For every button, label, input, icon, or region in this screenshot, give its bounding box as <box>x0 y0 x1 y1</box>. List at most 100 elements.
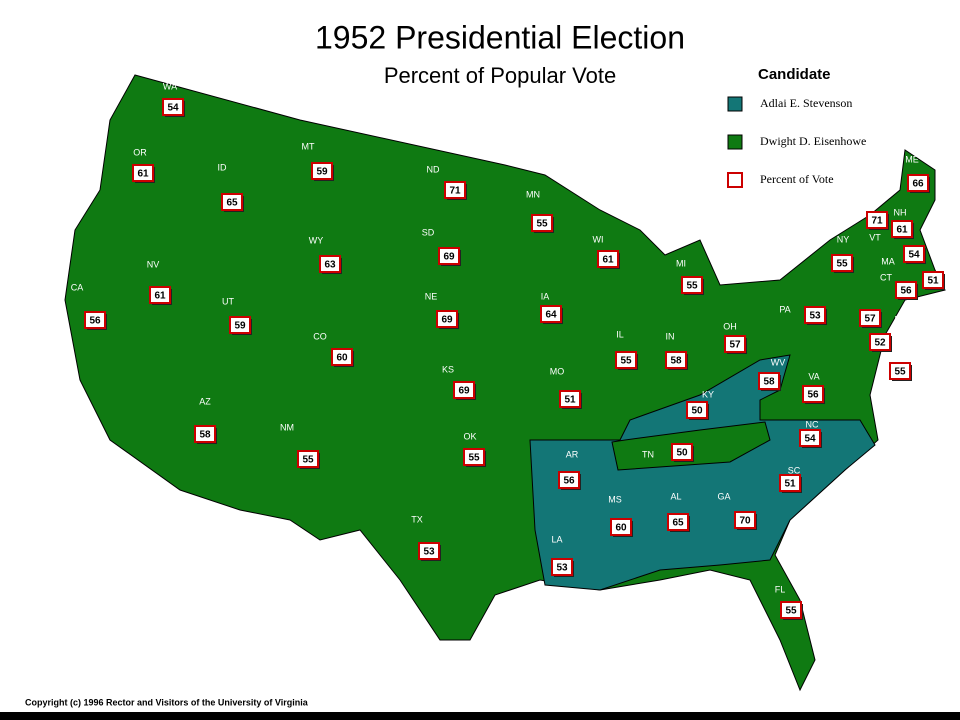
vote-percent: 60 <box>336 353 348 364</box>
state-label: WV <box>771 357 786 367</box>
legend-swatch <box>727 172 743 188</box>
vote-percent: 64 <box>545 310 557 321</box>
value-box <box>866 211 888 229</box>
state-label: WI <box>593 234 604 244</box>
state-label: OR <box>133 147 147 157</box>
state-label: NE <box>425 291 438 301</box>
vote-percent: 55 <box>686 281 698 292</box>
state-label: CT <box>880 272 892 282</box>
legend-label: Percent of Vote <box>760 172 834 186</box>
value-box <box>444 181 466 199</box>
vote-percent: 61 <box>602 255 614 266</box>
state-label: SD <box>422 227 435 237</box>
state-label: AZ <box>199 396 211 406</box>
state-label: ID <box>218 162 228 172</box>
value-box <box>558 471 580 489</box>
legend-label: Dwight D. Eisenhowe <box>760 134 866 148</box>
state-label: UT <box>222 296 234 306</box>
state-label: FL <box>775 584 786 594</box>
state-label: MS <box>608 494 622 504</box>
state-label: IN <box>666 331 675 341</box>
state-label: MD <box>915 364 929 374</box>
vote-percent: 51 <box>564 395 576 406</box>
value-box <box>831 254 853 272</box>
state-label: LA <box>551 534 562 544</box>
vote-percent: 50 <box>691 406 703 417</box>
copyright: Copyright (c) 1996 Rector and Visitors o… <box>25 697 309 707</box>
value-box <box>149 286 171 304</box>
vote-percent: 59 <box>234 321 246 332</box>
vote-percent: 55 <box>468 453 480 464</box>
state-label: AR <box>566 449 579 459</box>
value-box <box>229 316 251 334</box>
vote-percent: 51 <box>927 276 939 287</box>
value-box <box>804 306 826 324</box>
vote-percent: 58 <box>670 356 682 367</box>
vote-percent: 70 <box>739 516 751 527</box>
legend-swatch <box>727 96 743 112</box>
value-box <box>891 220 913 238</box>
vote-percent: 69 <box>458 386 470 397</box>
value-box <box>559 390 581 408</box>
state-label: NY <box>837 234 850 244</box>
value-box <box>903 245 925 263</box>
vote-percent: 53 <box>423 547 435 558</box>
state-label: KS <box>442 364 454 374</box>
state-label: ME <box>905 154 919 164</box>
value-box <box>297 450 319 468</box>
vote-percent: 61 <box>137 169 149 180</box>
vote-percent: 50 <box>676 448 688 459</box>
state-label: VT <box>869 232 881 242</box>
vote-percent: 55 <box>836 259 848 270</box>
value-box <box>758 372 780 390</box>
legend-swatch <box>727 134 743 150</box>
value-box <box>615 351 637 369</box>
value-box <box>84 311 106 329</box>
state-label: WY <box>309 235 324 245</box>
vote-percent: 55 <box>785 606 797 617</box>
vote-percent: 61 <box>154 291 166 302</box>
value-box <box>895 281 917 299</box>
value-box <box>671 443 693 461</box>
vote-percent: 65 <box>672 518 684 529</box>
state-label: MT <box>302 141 315 151</box>
value-box <box>665 351 687 369</box>
subtitle: Percent of Popular Vote <box>384 63 616 88</box>
state-label: SC <box>788 465 801 475</box>
vote-percent: 65 <box>226 198 238 209</box>
vote-percent: 56 <box>900 286 912 297</box>
vote-percent: 58 <box>199 430 211 441</box>
value-box <box>802 385 824 403</box>
vote-percent: 54 <box>908 250 920 261</box>
state-label: MN <box>526 189 540 199</box>
state-label: GA <box>717 491 730 501</box>
state-label: NH <box>894 207 907 217</box>
value-box <box>922 271 944 289</box>
value-box <box>221 193 243 211</box>
state-label: DE <box>899 342 912 352</box>
vote-percent: 51 <box>784 479 796 490</box>
value-box <box>799 429 821 447</box>
value-box <box>889 362 911 380</box>
vote-percent: 69 <box>443 252 455 263</box>
value-box <box>859 309 881 327</box>
value-box <box>686 401 708 419</box>
legend-title: Candidate <box>758 66 831 83</box>
vote-percent: 53 <box>556 563 568 574</box>
state-label: CA <box>71 282 84 292</box>
state-label: OH <box>723 321 737 331</box>
vote-percent: 71 <box>449 186 461 197</box>
state-label: NJ <box>895 314 906 324</box>
vote-percent: 54 <box>167 103 179 114</box>
value-box <box>418 542 440 560</box>
state-label: AL <box>670 491 681 501</box>
vote-percent: 55 <box>302 455 314 466</box>
value-box <box>438 247 460 265</box>
vote-percent: 66 <box>912 179 924 190</box>
value-box <box>453 381 475 399</box>
state-label: TX <box>411 514 423 524</box>
state-label: WA <box>163 81 177 91</box>
state-label: MA <box>881 256 895 266</box>
